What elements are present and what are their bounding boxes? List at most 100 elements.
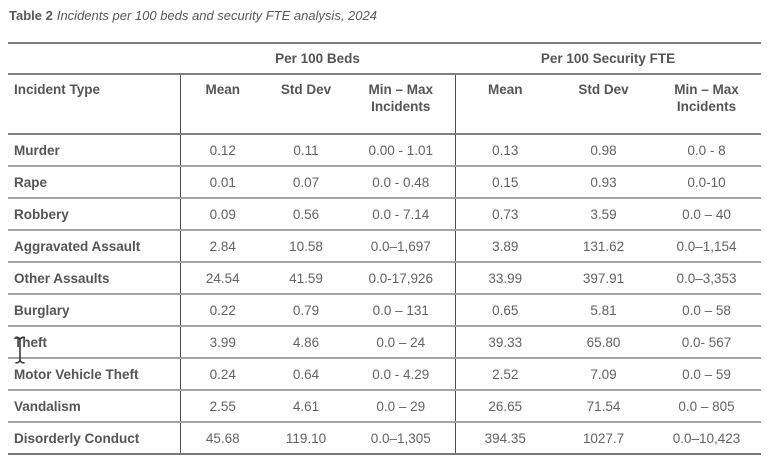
fte-minmax-cell: 0.0- 567 [681,334,732,350]
fte-stddev-cell: 5.81 [590,302,617,318]
minmax-line1: Min – Max [368,82,434,97]
beds-stddev-cell: 4.86 [292,334,320,350]
incident-type-cell: Disorderly Conduct [14,430,140,446]
col-header-beds-mean: Mean [179,74,265,134]
fte-minmax-cell: 0.0-10 [687,174,726,190]
fte-stddev-cell: 131.62 [582,238,625,254]
beds-mean-cell: 0.24 [179,358,265,390]
incident-type-cell: Other Assaults [14,270,110,286]
beds-minmax-cell: 0.0–1,305 [370,430,431,446]
beds-stddev-cell: 0.79 [292,302,320,318]
incident-type-cell: Robbery [14,206,69,222]
fte-mean-cell: 0.15 [454,166,556,198]
table-row: Disorderly Conduct 45.68 119.10 0.0–1,30… [8,422,761,454]
table-row: Other Assaults 24.54 41.59 0.0-17,926 33… [8,262,762,294]
beds-minmax-cell: 0.0–1,697 [370,238,431,254]
incident-type-cell: Murder [14,142,60,158]
beds-stddev-cell: 0.64 [292,366,320,382]
fte-stddev-cell: 397.91 [582,270,625,286]
beds-mean-cell: 3.99 [179,326,265,358]
table-row: Murder 0.12 0.11 0.00 - 1.01 0.13 0.98 0… [8,134,762,166]
fte-mean-cell: 3.89 [454,230,556,262]
fte-minmax-cell: 0.0 – 59 [682,366,731,382]
table-row: Burglary 0.22 0.79 0.0 – 131 0.65 5.81 0… [8,294,762,326]
col-header-fte-minmax: Min – Max Incidents [652,74,761,134]
fte-mean-cell: 26.65 [454,390,556,422]
beds-stddev-cell: 41.59 [289,270,323,286]
table-caption-text: Incidents per 100 beds and security FTE … [56,8,377,23]
beds-stddev-cell: 119.10 [285,430,327,446]
fte-mean-cell: 0.13 [454,134,556,166]
table-row: Aggravated Assault 2.84 10.58 0.0–1,697 … [8,230,762,262]
fte-stddev-cell: 0.93 [590,174,617,190]
beds-minmax-cell: 0.0 - 0.48 [372,174,430,190]
group-header-row: Per 100 Beds Per 100 Security FTE [8,43,762,74]
incident-type-cell: Vandalism [14,398,81,414]
beds-stddev-cell: 10.58 [289,238,323,254]
beds-minmax-cell: 0.0 - 4.29 [372,366,430,382]
beds-mean-cell: 45.68 [179,422,265,454]
table-row: Vandalism 2.55 4.61 0.0 – 29 26.65 71.54… [8,390,762,422]
group-header-fte: Per 100 Security FTE [540,51,676,66]
fte-mean-cell: 33.99 [454,262,556,294]
col-header-beds-minmax: Min – Max Incidents [347,74,455,134]
fte-stddev-cell: 1027.7 [582,430,625,446]
beds-minmax-cell: 0.0 – 131 [372,302,429,318]
beds-minmax-cell: 0.0 – 24 [376,334,426,350]
incident-type-cell: Burglary [14,302,70,318]
fte-mean-cell: 0.73 [454,198,556,230]
fte-stddev-cell: 0.98 [590,142,617,158]
fte-minmax-cell: 0.0 - 8 [687,142,726,158]
fte-minmax-cell: 0.0–10,423 [672,430,741,446]
beds-mean-cell: 0.12 [179,134,265,166]
beds-mean-cell: 2.84 [179,230,265,262]
fte-minmax-cell: 0.0 – 40 [682,206,731,222]
beds-stddev-cell: 0.11 [293,142,319,158]
beds-mean-cell: 0.09 [179,198,265,230]
incident-type-cell: Theft [14,334,47,350]
col-header-incident-type: Incident Type [14,82,101,97]
beds-stddev-cell: 0.56 [292,206,320,222]
fte-mean-cell: 39.33 [454,326,556,358]
fte-mean-cell: 2.52 [454,358,556,390]
minmax-line2: Incidents [371,99,431,114]
beds-minmax-cell: 0.0 - 7.14 [372,206,430,222]
col-header-beds-stddev: Std Dev [280,82,332,97]
beds-mean-cell: 0.22 [179,294,265,326]
fte-mean-cell: 394.35 [454,422,556,454]
col-header-fte-stddev: Std Dev [578,82,629,97]
fte-minmax-cell: 0.0 – 805 [678,398,735,414]
group-header-spacer [8,43,180,74]
beds-mean-cell: 0.01 [179,166,265,198]
table-caption: Table 2 Incidents per 100 beds and securi… [9,8,377,23]
beds-mean-cell: 24.54 [179,262,265,294]
table-row: Robbery 0.09 0.56 0.0 - 7.14 0.73 3.59 0… [8,198,762,230]
incident-type-cell: Aggravated Assault [14,238,141,254]
incident-type-cell: Motor Vehicle Theft [14,366,139,382]
table-row: Motor Vehicle Theft 0.24 0.64 0.0 - 4.29… [8,358,762,390]
beds-minmax-cell: 0.0-17,926 [368,270,434,286]
minmax-line2: Incidents [676,99,737,114]
column-header-row: Incident Type Mean Std Dev Min – Max Inc… [8,74,762,134]
fte-stddev-cell: 3.59 [590,206,617,222]
incidents-table: Per 100 Beds Per 100 Security FTE Incide… [8,42,762,455]
table-row: Theft 3.99 4.86 0.0 – 24 39.33 65.80 0.0… [8,326,762,358]
fte-mean-cell: 0.65 [454,294,556,326]
group-header-beds: Per 100 Beds [275,51,360,66]
fte-stddev-cell: 71.54 [586,398,621,414]
beds-stddev-cell: 0.07 [292,174,320,190]
beds-mean-cell: 2.55 [179,390,265,422]
beds-stddev-cell: 4.61 [292,398,320,414]
table-number: Table 2 [9,8,53,23]
table-row: Rape 0.01 0.07 0.0 - 0.48 0.15 0.93 0.0-… [8,166,762,198]
fte-stddev-cell: 7.09 [590,366,617,382]
fte-minmax-cell: 0.0 – 58 [682,302,731,318]
incident-type-cell: Rape [14,174,48,190]
beds-minmax-cell: 0.00 - 1.01 [368,142,434,158]
col-header-fte-mean: Mean [454,74,556,134]
beds-minmax-cell: 0.0 – 29 [376,398,426,414]
fte-stddev-cell: 65.80 [586,334,621,350]
fte-minmax-cell: 0.0–3,353 [676,270,737,286]
fte-minmax-cell: 0.0–1,154 [676,238,737,254]
